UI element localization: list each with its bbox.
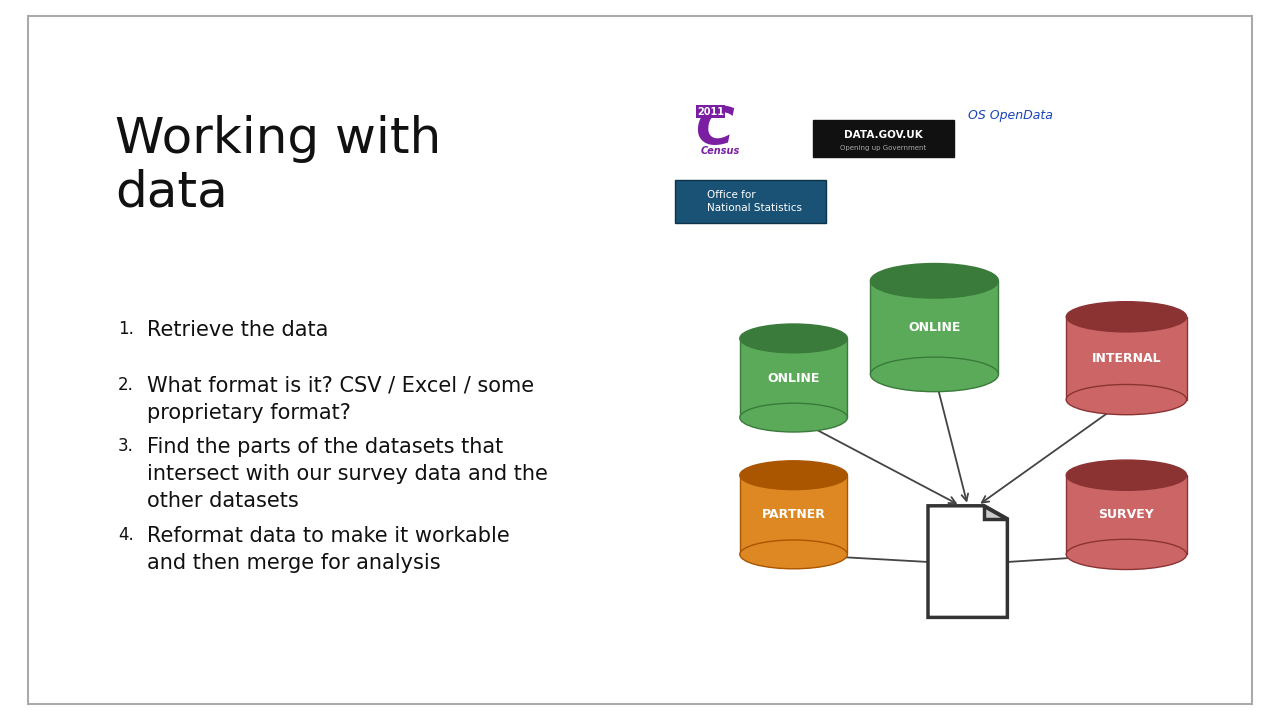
- Polygon shape: [928, 506, 1007, 618]
- Ellipse shape: [1066, 460, 1187, 490]
- Text: Opening up Government: Opening up Government: [840, 145, 927, 151]
- Text: What format is it? CSV / Excel / some
proprietary format?: What format is it? CSV / Excel / some pr…: [147, 376, 534, 423]
- Ellipse shape: [740, 540, 847, 569]
- Text: 1.: 1.: [118, 320, 133, 338]
- Ellipse shape: [1066, 539, 1187, 570]
- Text: Working with
data: Working with data: [115, 115, 442, 217]
- Text: Reformat data to make it workable
and then merge for analysis: Reformat data to make it workable and th…: [147, 526, 509, 573]
- Ellipse shape: [740, 403, 847, 432]
- Bar: [813, 120, 954, 157]
- Text: PARTNER: PARTNER: [762, 508, 826, 521]
- Text: DATA.GOV.UK: DATA.GOV.UK: [844, 130, 923, 140]
- Bar: [1066, 317, 1187, 400]
- Bar: [740, 475, 847, 554]
- Text: C: C: [695, 104, 733, 156]
- Text: Retrieve the data: Retrieve the data: [147, 320, 329, 341]
- Text: Find the parts of the datasets that
intersect with our survey data and the
other: Find the parts of the datasets that inte…: [147, 437, 548, 511]
- Text: Office for
National Statistics: Office for National Statistics: [707, 190, 801, 213]
- Ellipse shape: [870, 264, 998, 298]
- Polygon shape: [984, 506, 1007, 518]
- Bar: [675, 180, 826, 223]
- Text: 2.: 2.: [118, 376, 133, 394]
- Bar: [1066, 475, 1187, 554]
- Bar: [870, 281, 998, 374]
- Text: ONLINE: ONLINE: [768, 372, 819, 384]
- Text: INTERNAL: INTERNAL: [1092, 351, 1161, 365]
- Ellipse shape: [870, 357, 998, 392]
- Text: 2011: 2011: [696, 107, 724, 117]
- Ellipse shape: [1066, 384, 1187, 415]
- Text: 4.: 4.: [118, 526, 133, 544]
- Ellipse shape: [740, 324, 847, 353]
- Text: OS OpenData: OS OpenData: [968, 109, 1052, 122]
- Text: Census: Census: [701, 146, 740, 156]
- Text: 3.: 3.: [118, 437, 133, 455]
- Text: ONLINE: ONLINE: [909, 321, 960, 334]
- Text: SURVEY: SURVEY: [1098, 508, 1155, 521]
- Ellipse shape: [1066, 302, 1187, 332]
- Bar: [740, 338, 847, 418]
- Ellipse shape: [740, 461, 847, 490]
